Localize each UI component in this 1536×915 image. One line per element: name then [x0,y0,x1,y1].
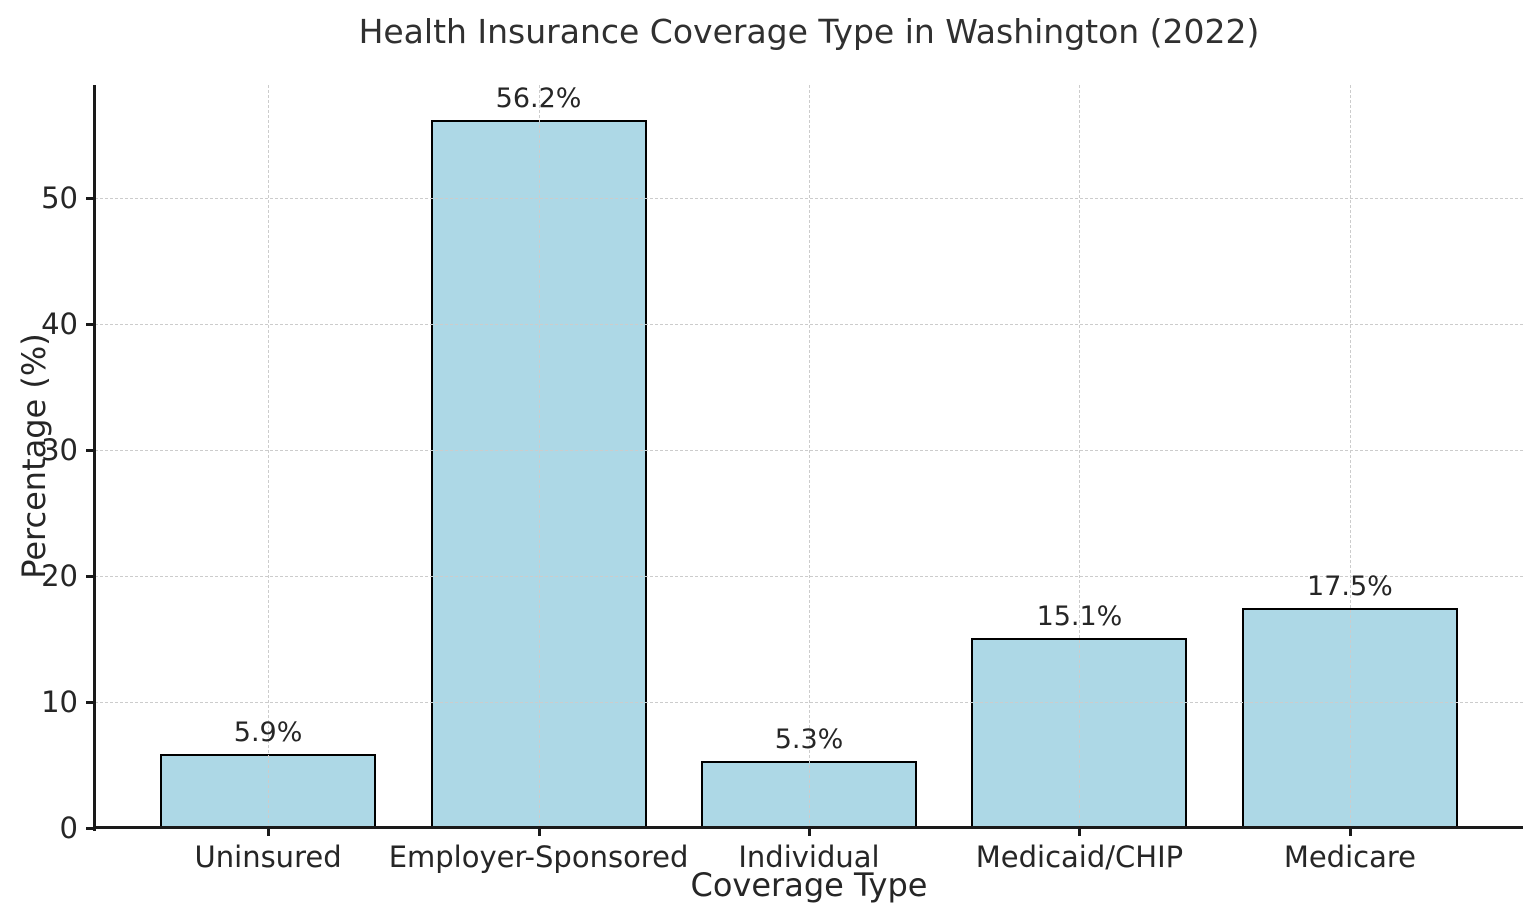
y-tick-label-10: 10 [41,685,78,720]
x-tick-individual [808,828,811,836]
v-gridline-uninsured [268,85,270,828]
plot-area: 5.9% 56.2% 5.3% 15.1% 17.5% [95,83,1523,828]
x-tick-label-employer-sponsored: Employer-Sponsored [388,840,689,874]
y-tick-50 [86,197,94,201]
value-label-individual: 5.3% [774,724,844,756]
x-axis-spine [93,826,1523,829]
x-tick-label-uninsured: Uninsured [194,840,342,874]
v-gridline-employer-sponsored [538,85,540,828]
x-tick-medicare [1348,828,1352,836]
y-tick-30 [86,449,94,453]
y-tick-20 [86,575,94,579]
value-label-medicaid-chip: 15.1% [1036,600,1123,632]
x-tick-employer-sponsored [537,828,541,836]
y-tick-10 [86,701,94,705]
value-label-uninsured: 5.9% [233,716,303,748]
y-tick-label-50: 50 [41,181,78,216]
x-tick-label-individual: Individual [738,840,880,874]
x-tick-label-medicaid-chip: Medicaid/CHIP [975,840,1184,874]
y-tick-label-0: 0 [59,811,78,845]
x-axis-label: Coverage Type [690,866,928,904]
y-tick-label-40: 40 [41,307,78,342]
chart-title: Health Insurance Coverage Type in Washin… [358,12,1260,51]
v-gridline-medicare [1349,85,1351,828]
value-label-medicare: 17.5% [1307,570,1393,602]
y-axis-spine [93,85,96,831]
y-tick-0 [86,827,94,830]
x-tick-medicaid-chip [1078,828,1082,836]
y-tick-40 [86,323,94,327]
v-gridline-medicaid-chip [1079,85,1081,828]
x-tick-uninsured [267,828,271,836]
v-gridline-individual [809,85,810,828]
y-tick-label-30: 30 [41,433,78,468]
y-tick-label-20: 20 [41,559,78,594]
x-tick-label-medicare: Medicare [1283,840,1416,874]
value-label-employer-sponsored: 56.2% [495,83,582,115]
